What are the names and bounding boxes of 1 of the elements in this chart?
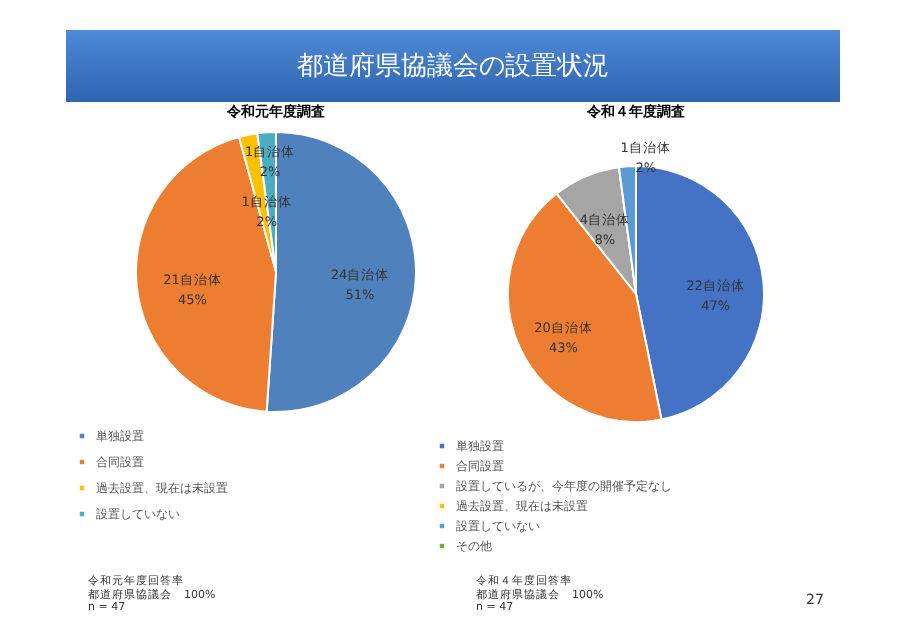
chart-title: 都道府県協議会の設置状況 — [66, 30, 840, 102]
